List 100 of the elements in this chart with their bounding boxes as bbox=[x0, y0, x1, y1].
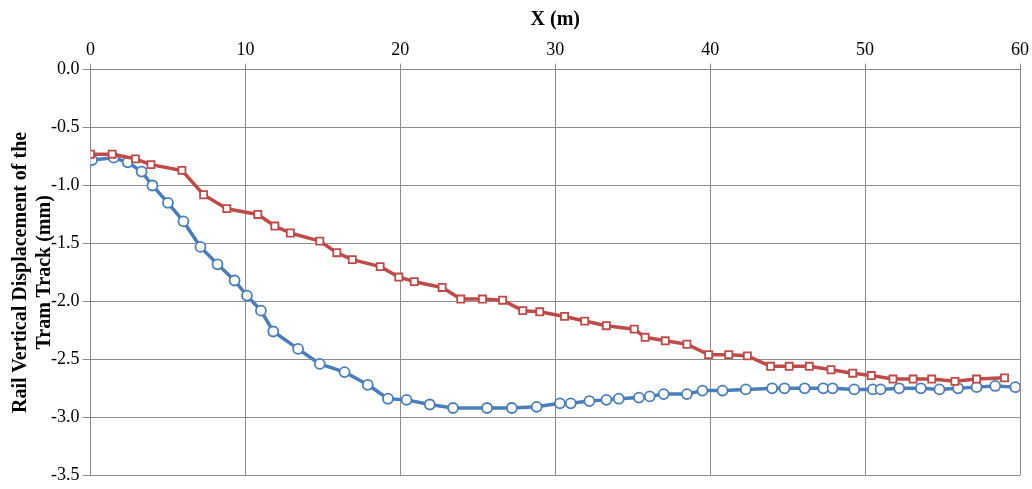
y-tick-label: -3.5 bbox=[50, 463, 80, 484]
point bbox=[804, 361, 814, 371]
point bbox=[989, 380, 1002, 392]
y-tick-label: -3.0 bbox=[50, 405, 80, 426]
point bbox=[972, 374, 982, 384]
point bbox=[146, 179, 159, 192]
x-tick-label: 50 bbox=[856, 38, 875, 59]
point bbox=[498, 295, 508, 305]
point bbox=[478, 294, 487, 304]
point bbox=[716, 384, 729, 397]
point bbox=[332, 248, 342, 258]
point bbox=[535, 307, 545, 317]
point bbox=[338, 366, 351, 378]
point bbox=[766, 382, 779, 395]
point bbox=[908, 374, 918, 384]
point bbox=[146, 160, 156, 170]
point bbox=[657, 388, 670, 400]
point bbox=[228, 274, 241, 287]
point bbox=[162, 196, 174, 209]
point bbox=[447, 402, 459, 414]
point bbox=[893, 382, 906, 395]
point bbox=[530, 400, 543, 413]
point bbox=[409, 277, 419, 287]
point bbox=[554, 397, 566, 410]
point bbox=[739, 383, 752, 396]
point bbox=[798, 382, 811, 395]
point bbox=[681, 388, 693, 400]
point bbox=[423, 398, 436, 411]
point bbox=[633, 391, 645, 404]
point bbox=[660, 336, 670, 346]
point bbox=[267, 325, 280, 338]
x-tick-label: 20 bbox=[391, 38, 410, 59]
y-tick-label: -2.0 bbox=[50, 290, 80, 311]
point bbox=[643, 390, 656, 403]
point bbox=[222, 204, 232, 214]
x-tick-label: 30 bbox=[546, 38, 565, 59]
point bbox=[313, 358, 326, 370]
point bbox=[255, 304, 267, 317]
point bbox=[382, 392, 394, 405]
y-tick-label: -0.5 bbox=[50, 116, 80, 137]
point bbox=[640, 332, 650, 342]
point bbox=[437, 283, 447, 292]
point bbox=[914, 382, 927, 395]
point bbox=[199, 190, 209, 200]
y-tick-label: -2.5 bbox=[50, 348, 80, 369]
x-tick-label: 10 bbox=[236, 38, 255, 59]
point bbox=[950, 376, 960, 386]
point bbox=[394, 272, 404, 282]
x-tick-label: 40 bbox=[701, 38, 720, 59]
y-tick-label: 0.0 bbox=[56, 58, 80, 79]
point bbox=[292, 342, 304, 355]
point bbox=[1009, 381, 1020, 394]
x-axis-title: X (m) bbox=[530, 7, 580, 31]
point bbox=[400, 393, 413, 406]
point bbox=[518, 306, 528, 316]
point bbox=[696, 384, 709, 397]
point bbox=[315, 236, 325, 246]
point bbox=[580, 316, 590, 326]
point bbox=[601, 321, 611, 331]
point bbox=[682, 339, 692, 349]
point bbox=[826, 382, 839, 395]
x-tick-label: 0 bbox=[85, 38, 95, 59]
point bbox=[253, 210, 263, 219]
point bbox=[778, 382, 791, 395]
point bbox=[600, 393, 613, 406]
point bbox=[135, 165, 148, 178]
point bbox=[612, 392, 625, 405]
point bbox=[629, 324, 639, 334]
point bbox=[1000, 373, 1009, 383]
point bbox=[481, 402, 493, 414]
point bbox=[742, 351, 752, 361]
point bbox=[866, 371, 876, 380]
point bbox=[848, 368, 858, 378]
point bbox=[347, 255, 357, 265]
point bbox=[874, 383, 887, 396]
point bbox=[505, 402, 518, 414]
point bbox=[270, 221, 280, 231]
point bbox=[784, 361, 794, 371]
point bbox=[826, 365, 836, 375]
point bbox=[194, 241, 207, 253]
point bbox=[927, 374, 937, 384]
point bbox=[704, 350, 714, 360]
point bbox=[107, 149, 117, 159]
x-tick-label: 60 bbox=[1011, 38, 1029, 59]
point bbox=[848, 383, 861, 396]
point bbox=[564, 397, 577, 410]
point bbox=[583, 395, 596, 407]
point bbox=[211, 258, 224, 271]
point bbox=[724, 350, 734, 360]
point bbox=[177, 215, 190, 228]
point bbox=[456, 294, 466, 304]
point bbox=[177, 165, 187, 175]
point bbox=[361, 378, 374, 391]
point bbox=[285, 228, 295, 238]
point bbox=[766, 361, 776, 371]
point bbox=[560, 312, 569, 321]
y-tick-label: -1.0 bbox=[50, 174, 80, 195]
point bbox=[241, 289, 253, 302]
point bbox=[933, 383, 946, 396]
point bbox=[130, 154, 140, 164]
